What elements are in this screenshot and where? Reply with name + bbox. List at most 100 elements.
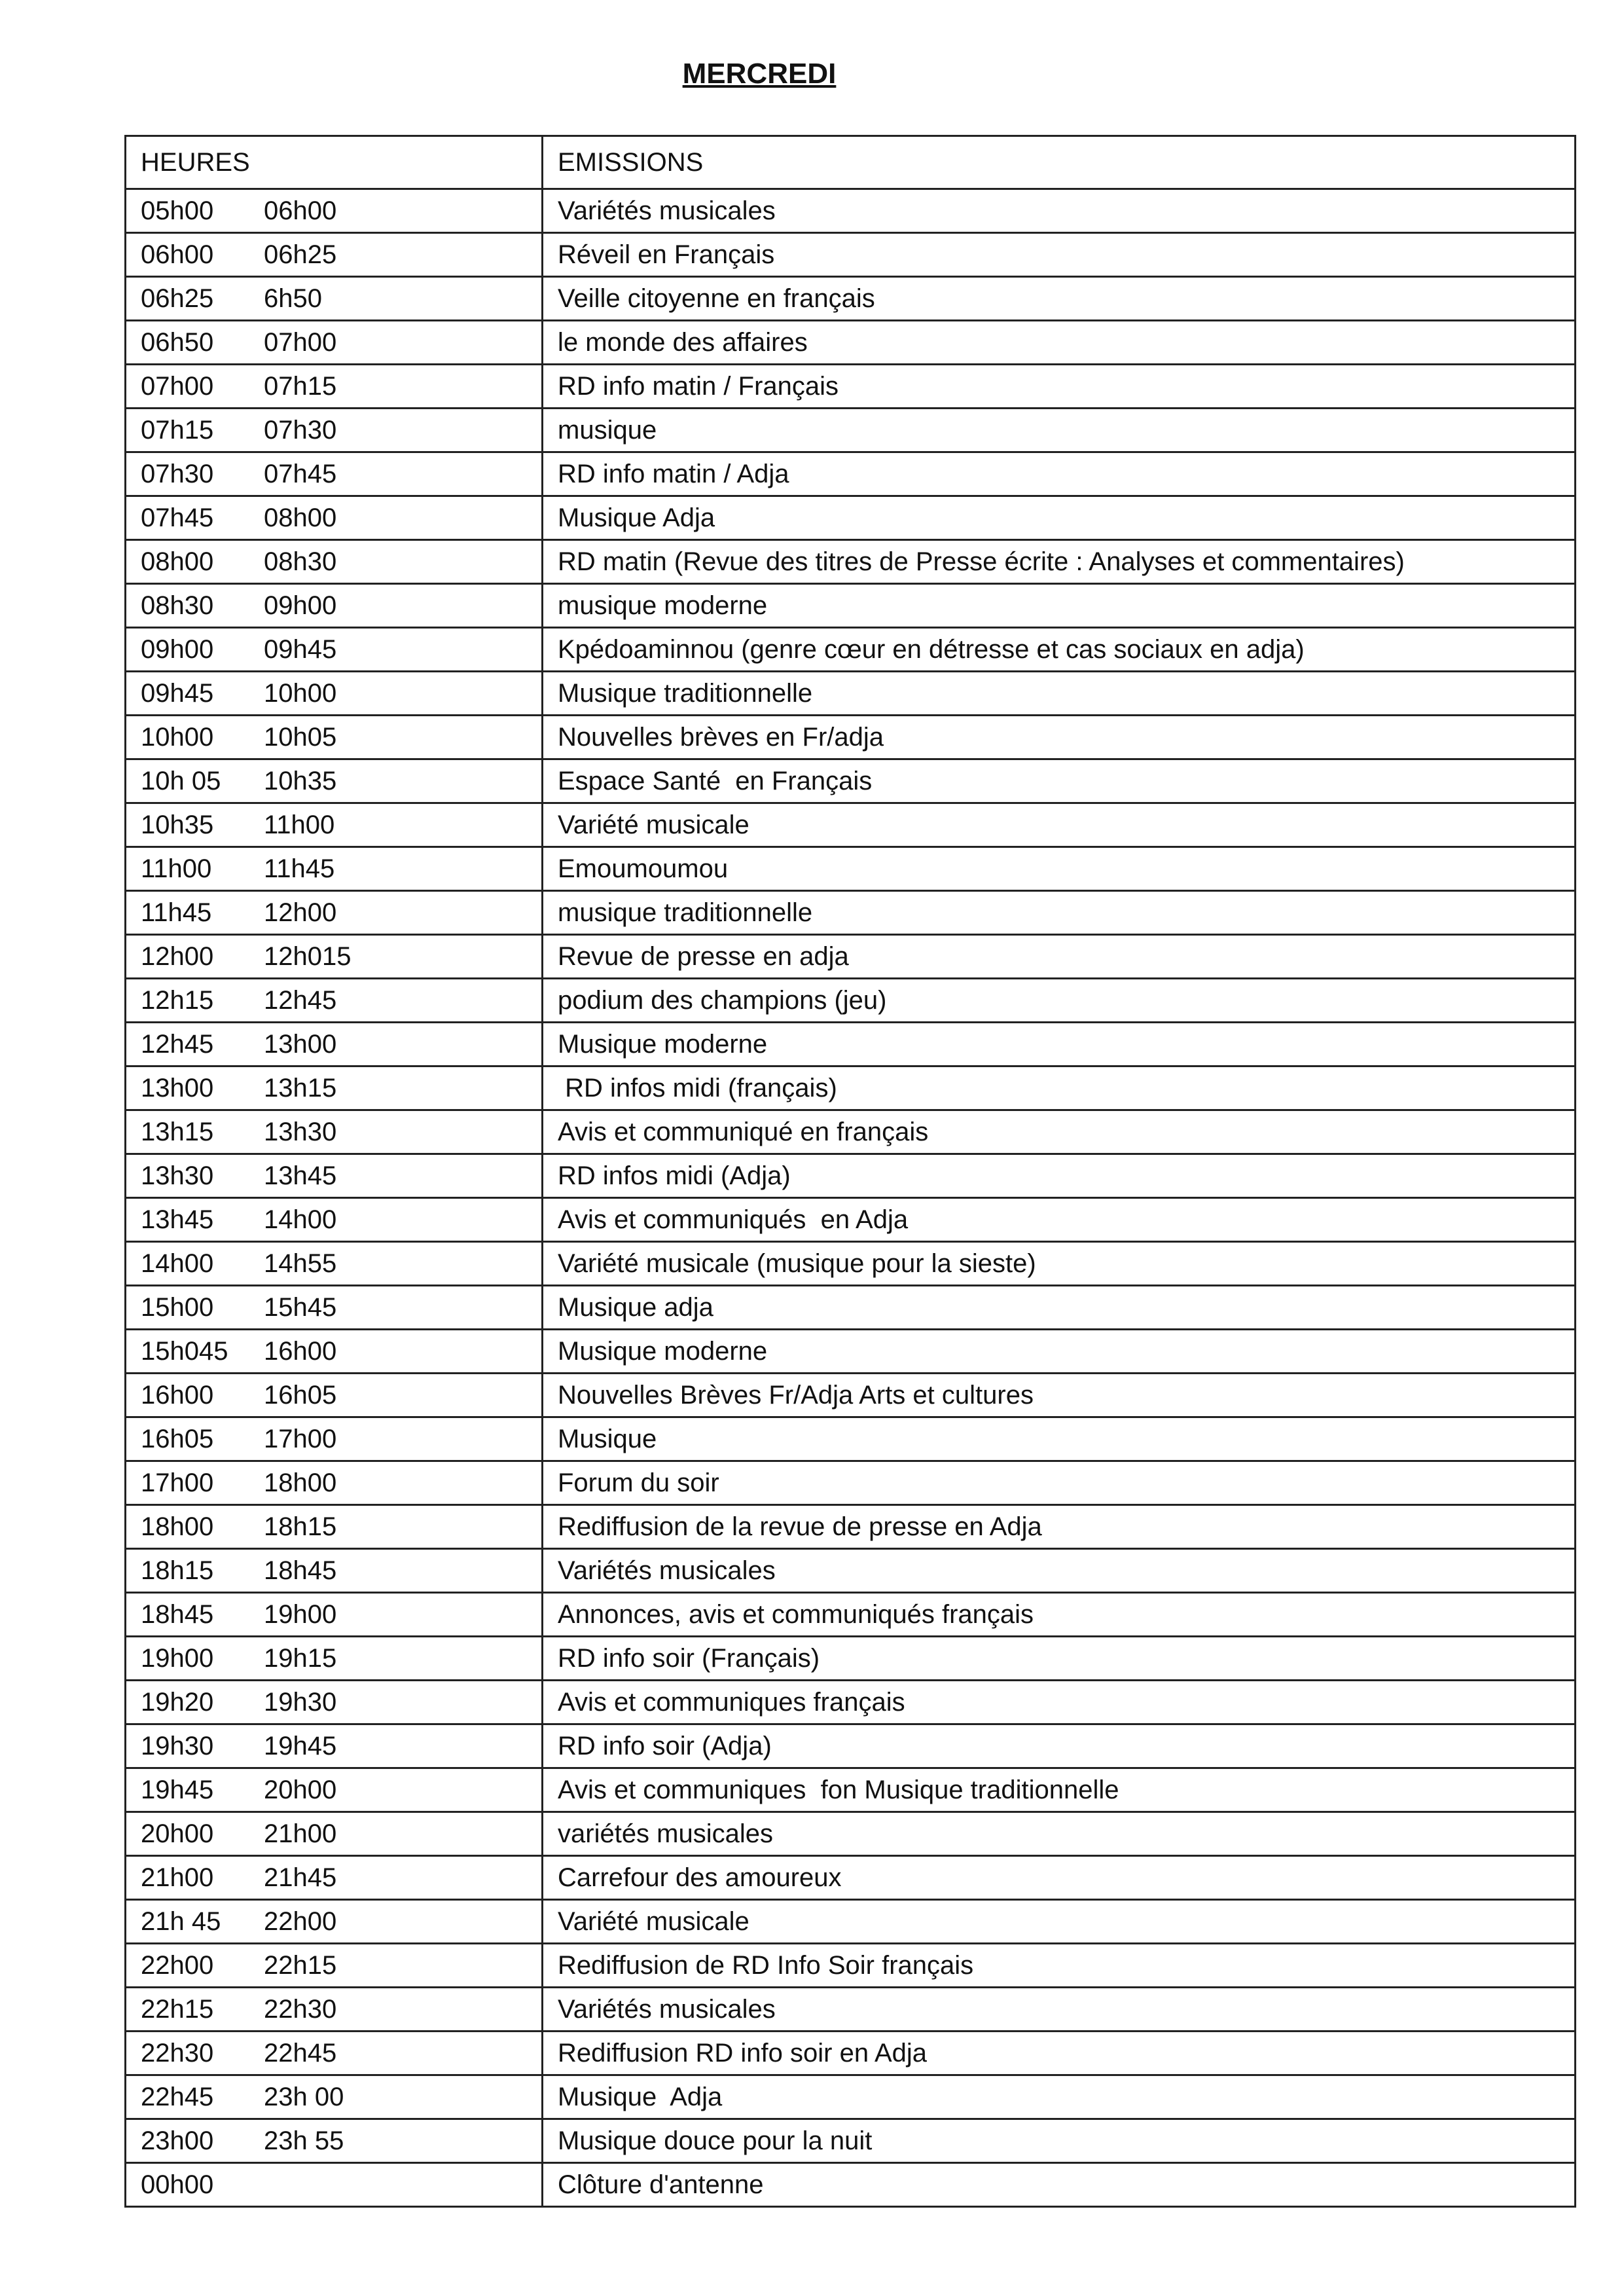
table-row: 06h25 6h50 Veille citoyenne en français [124, 276, 1576, 321]
end-time: 11h45 [264, 854, 335, 883]
table-row: 18h00 18h15 Rediffusion de la revue de pre… [124, 1504, 1576, 1550]
time-cell: 06h25 6h50 [124, 276, 543, 321]
emission-cell: Carrefour des amoureux [541, 1855, 1576, 1901]
page-title: MERCREDI [682, 58, 837, 90]
time-cell: 18h45 19h00 [124, 1592, 543, 1637]
start-time: 19h45 [141, 1775, 214, 1804]
start-time: 10h 05 [141, 766, 221, 795]
emission-cell: Avis et communiques français [541, 1679, 1576, 1725]
time-cell: 16h00 16h05 [124, 1372, 543, 1418]
emission-cell: Avis et communiqué en français [541, 1109, 1576, 1155]
table-row: 18h45 19h00 Annonces, avis et communiqués … [124, 1592, 1576, 1637]
table-row: 17h00 18h00 Forum du soir [124, 1460, 1576, 1506]
time-cell: 11h00 11h45 [124, 846, 543, 892]
time-cell: 10h 05 10h35 [124, 758, 543, 804]
time-cell: 00h00 [124, 2162, 543, 2208]
emission-cell: RD infos midi (français) [541, 1065, 1576, 1111]
start-time: 06h50 [141, 327, 214, 357]
time-cell: 07h45 08h00 [124, 495, 543, 541]
end-time: 21h45 [264, 1863, 337, 1892]
emission-cell: musique moderne [541, 583, 1576, 629]
start-time: 18h15 [141, 1556, 214, 1585]
end-time: 13h00 [264, 1029, 337, 1059]
end-time: 12h45 [264, 985, 337, 1015]
end-time: 07h45 [264, 459, 337, 488]
emission-cell: Musique [541, 1416, 1576, 1462]
table-row: 09h45 10h00 Musique traditionnelle [124, 670, 1576, 716]
end-time: 09h00 [264, 591, 337, 620]
time-cell: 13h00 13h15 [124, 1065, 543, 1111]
emission-cell: Musique Adja [541, 495, 1576, 541]
emission-cell: Rediffusion RD info soir en Adja [541, 2030, 1576, 2076]
time-cell: 19h30 19h45 [124, 1723, 543, 1769]
emission-cell: Rediffusion de RD Info Soir français [541, 1942, 1576, 1988]
table-row: 13h00 13h15 RD infos midi (français) [124, 1065, 1576, 1111]
table-row: 07h15 07h30 musique [124, 407, 1576, 453]
start-time: 07h30 [141, 459, 214, 488]
table-row: 20h00 21h00 variétés musicales [124, 1811, 1576, 1857]
table-header-row: HEURES EMISSIONS [124, 135, 1576, 190]
start-time: 18h00 [141, 1512, 214, 1541]
table-row: 13h15 13h30 Avis et communiqué en français [124, 1109, 1576, 1155]
time-cell: 16h05 17h00 [124, 1416, 543, 1462]
table-row: 22h30 22h45 Rediffusion RD info soir en Ad… [124, 2030, 1576, 2076]
emission-cell: Réveil en Français [541, 232, 1576, 278]
start-time: 09h00 [141, 634, 214, 664]
time-cell: 22h45 23h 00 [124, 2074, 543, 2120]
table-row: 11h00 11h45 Emoumoumou [124, 846, 1576, 892]
table-row: 06h00 06h25 Réveil en Français [124, 232, 1576, 278]
end-time: 19h30 [264, 1687, 337, 1717]
end-time: 14h00 [264, 1205, 337, 1234]
start-time: 22h45 [141, 2082, 214, 2111]
emission-cell: le monde des affaires [541, 319, 1576, 365]
table-row: 23h00 23h 55 Musique douce pour la nuit [124, 2118, 1576, 2164]
end-time: 18h45 [264, 1556, 337, 1585]
start-time: 07h45 [141, 503, 214, 532]
table-row: 07h30 07h45 RD info matin / Adja [124, 451, 1576, 497]
time-cell: 22h30 22h45 [124, 2030, 543, 2076]
table-row: 11h45 12h00 musique traditionnelle [124, 890, 1576, 936]
time-cell: 18h15 18h45 [124, 1548, 543, 1594]
emission-cell: Musique moderne [541, 1021, 1576, 1067]
emission-cell: RD info soir (Adja) [541, 1723, 1576, 1769]
start-time: 12h00 [141, 941, 214, 971]
end-time: 18h15 [264, 1512, 337, 1541]
end-time: 17h00 [264, 1424, 337, 1453]
end-time: 13h30 [264, 1117, 337, 1146]
table-row: 22h45 23h 00 Musique Adja [124, 2074, 1576, 2120]
time-cell: 12h00 12h015 [124, 934, 543, 979]
table-row: 22h00 22h15 Rediffusion de RD Info Soir fr… [124, 1942, 1576, 1988]
time-cell: 19h20 19h30 [124, 1679, 543, 1725]
time-cell: 10h00 10h05 [124, 714, 543, 760]
end-time: 15h45 [264, 1292, 337, 1322]
start-time: 17h00 [141, 1468, 214, 1497]
start-time: 23h00 [141, 2126, 214, 2155]
end-time: 20h00 [264, 1775, 337, 1804]
emission-cell: RD infos midi (Adja) [541, 1153, 1576, 1199]
emission-cell: Clôture d'antenne [541, 2162, 1576, 2208]
end-time: 19h00 [264, 1599, 337, 1629]
end-time: 23h 00 [264, 2082, 344, 2111]
start-time: 16h00 [141, 1380, 214, 1410]
start-time: 13h30 [141, 1161, 214, 1190]
time-cell: 18h00 18h15 [124, 1504, 543, 1550]
table-row: 07h45 08h00 Musique Adja [124, 495, 1576, 541]
time-cell: 09h00 09h45 [124, 627, 543, 672]
emission-cell: Musique traditionnelle [541, 670, 1576, 716]
emission-cell: Musique moderne [541, 1328, 1576, 1374]
end-time: 08h30 [264, 547, 337, 576]
table-row: 19h20 19h30 Avis et communiques français [124, 1679, 1576, 1725]
emission-cell: Avis et communiques fon Musique traditio… [541, 1767, 1576, 1813]
emission-cell: Musique adja [541, 1285, 1576, 1330]
start-time: 07h00 [141, 371, 214, 401]
start-time: 15h045 [141, 1336, 228, 1366]
table-row: 15h045 16h00 Musique moderne [124, 1328, 1576, 1374]
emission-cell: podium des champions (jeu) [541, 977, 1576, 1023]
end-time: 06h25 [264, 240, 337, 269]
time-cell: 23h00 23h 55 [124, 2118, 543, 2164]
start-time: 19h30 [141, 1731, 214, 1760]
start-time: 07h15 [141, 415, 214, 445]
end-time: 13h15 [264, 1073, 337, 1102]
end-time: 10h00 [264, 678, 337, 708]
table-row: 14h00 14h55 Variété musicale (musique pour… [124, 1241, 1576, 1286]
